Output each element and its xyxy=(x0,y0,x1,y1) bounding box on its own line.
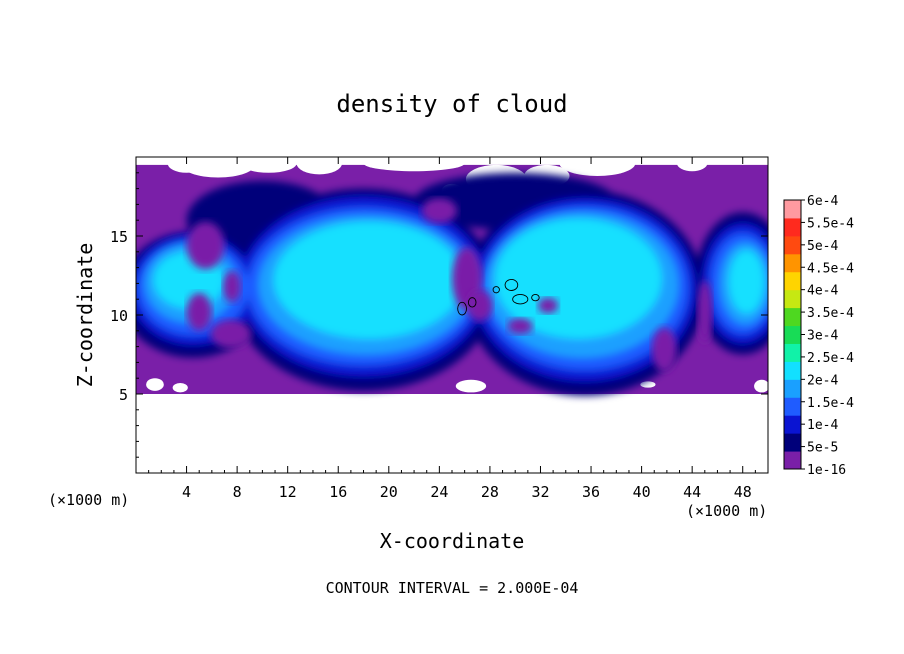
colorbar-swatch xyxy=(784,289,801,309)
colorbar-swatch xyxy=(784,325,801,344)
x-tick-label: 8 xyxy=(233,483,242,501)
colorbar-label: 2.5e-4 xyxy=(807,351,854,366)
colorbar-label: 5.5e-4 xyxy=(807,216,854,231)
chart-title: density of cloud xyxy=(336,90,567,118)
low-density-filament xyxy=(697,280,713,344)
clear-air-gap xyxy=(455,379,487,393)
low-density-filament xyxy=(467,289,493,322)
colorbar-label: 5e-5 xyxy=(807,441,838,456)
x-tick-label: 24 xyxy=(430,483,448,501)
x-tick-label: 16 xyxy=(329,483,347,501)
x-tick-label: 32 xyxy=(531,483,549,501)
x-tick-label: 28 xyxy=(481,483,499,501)
colorbar-label: 6e-4 xyxy=(807,194,838,209)
colorbar-swatch xyxy=(784,235,801,255)
low-density-filament xyxy=(507,318,533,334)
x-tick-label: 48 xyxy=(734,483,752,501)
colorbar-swatch xyxy=(784,433,801,452)
colorbar-swatch xyxy=(784,200,801,219)
colorbar-swatch xyxy=(784,361,801,380)
y-axis-ticks: 5 10 15 xyxy=(110,172,768,458)
colorbar-swatch xyxy=(784,343,801,362)
clear-air-gap xyxy=(240,157,297,173)
colorbar-label: 4e-4 xyxy=(807,284,838,299)
clear-air-gap xyxy=(296,157,343,175)
cloud-density-field xyxy=(136,157,768,396)
colorbar-label: 4.5e-4 xyxy=(807,261,854,276)
x-unit-left: (×1000 m) xyxy=(48,491,129,509)
low-density-filament xyxy=(537,297,559,314)
colorbar-swatch xyxy=(784,451,801,470)
clear-air-gap xyxy=(363,157,465,172)
y-tick-label: 10 xyxy=(110,307,128,325)
colorbar-swatch xyxy=(784,415,801,434)
contour-line xyxy=(457,301,467,316)
colorbar-label: 5e-4 xyxy=(807,239,838,254)
contour-line xyxy=(504,279,519,291)
density-contour-fill xyxy=(728,250,765,314)
colorbar-swatch xyxy=(784,397,801,416)
clear-air-gap xyxy=(146,378,164,391)
contour-line xyxy=(512,294,529,305)
low-density-filament xyxy=(421,198,458,224)
colorbar-label: 1.5e-4 xyxy=(807,396,854,411)
clear-air-gap xyxy=(754,379,768,393)
contour-line xyxy=(467,297,477,308)
x-axis-ticks: 4 8 12 16 20 24 28 32 36 40 44 48 xyxy=(148,157,756,501)
x-tick-label: 20 xyxy=(380,483,398,501)
low-density-filament xyxy=(186,221,225,270)
low-density-filament xyxy=(651,327,677,372)
colorbar-swatch xyxy=(784,271,801,291)
y-tick-label: 5 xyxy=(119,386,128,404)
x-tick-label: 36 xyxy=(582,483,600,501)
low-density-filament xyxy=(223,270,241,303)
clear-air-gap xyxy=(559,157,636,176)
x-tick-label: 44 xyxy=(683,483,701,501)
clear-air-gap xyxy=(640,381,656,388)
contour-interval-footer: CONTOUR INTERVAL = 2.000E-04 xyxy=(326,579,579,597)
colorbar-swatch xyxy=(784,307,801,327)
x-tick-label: 40 xyxy=(633,483,651,501)
colorbar-swatch xyxy=(784,217,801,237)
x-tick-label: 12 xyxy=(279,483,297,501)
colorbar-label: 2e-4 xyxy=(807,373,838,388)
x-axis-label: X-coordinate xyxy=(380,529,525,553)
clear-air-gap xyxy=(172,382,188,393)
contour-line xyxy=(492,286,500,294)
colorbar-swatch xyxy=(784,253,801,273)
colorbar-label: 1e-4 xyxy=(807,418,838,433)
y-axis-label: Z-coordinate xyxy=(73,243,97,388)
plot-area xyxy=(136,157,768,396)
contour-line xyxy=(531,294,540,302)
low-density-filament xyxy=(210,319,252,349)
density-contour-fill xyxy=(494,218,662,339)
low-density-filament xyxy=(186,292,212,331)
colorbar-label: 1e-16 xyxy=(807,463,846,478)
colorbar-swatch xyxy=(784,379,801,398)
x-unit-right: (×1000 m) xyxy=(686,502,767,520)
y-tick-label: 15 xyxy=(110,228,128,246)
x-tick-label: 4 xyxy=(182,483,191,501)
colorbar-label: 3.5e-4 xyxy=(807,306,854,321)
clear-air-gap xyxy=(676,157,708,172)
density-contour-fill xyxy=(273,221,464,339)
colorbar: 1e-16 5e-5 1e-4 1.5e-4 2e-4 2.5e-4 3e-4 3.5e-4 4… xyxy=(783,194,854,478)
density-layers xyxy=(136,172,768,396)
colorbar-label: 3e-4 xyxy=(807,329,838,344)
